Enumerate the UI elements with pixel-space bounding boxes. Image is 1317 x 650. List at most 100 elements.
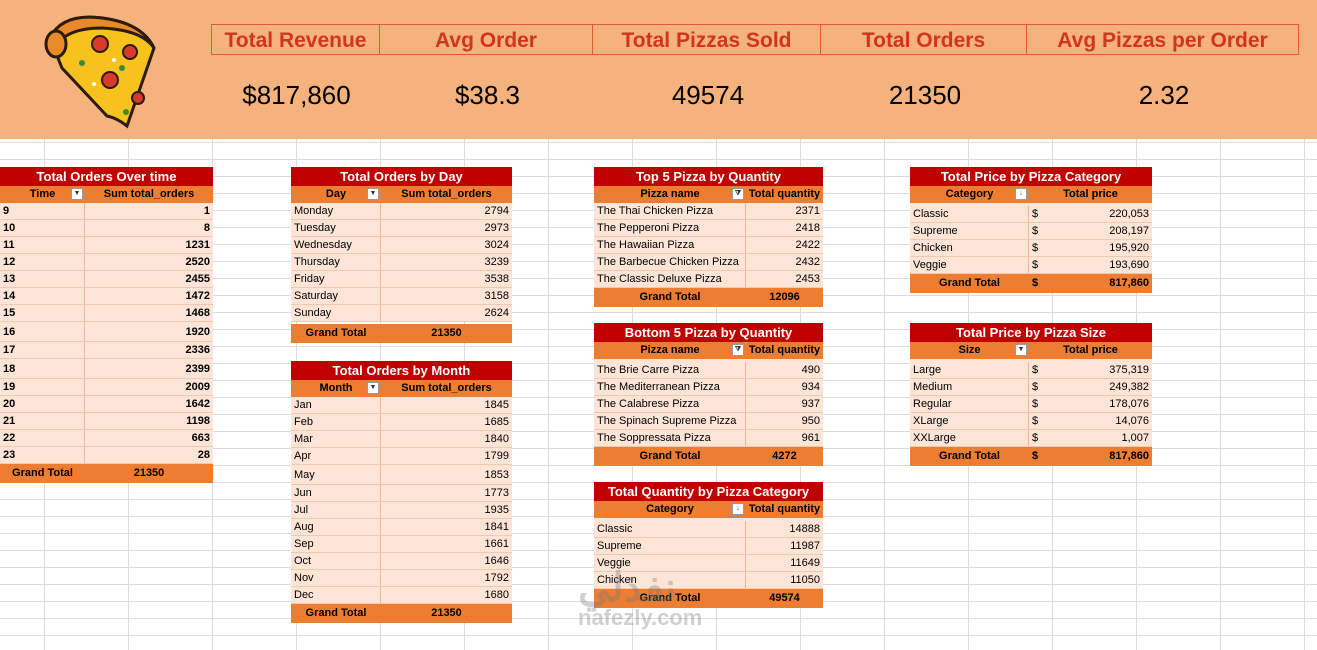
currency-symbol: $ (1032, 432, 1039, 444)
row-label: 16 (0, 322, 85, 341)
row-label: Veggie (594, 555, 746, 571)
pivot-body: Jan 1845 Feb 1685 Mar 1840 Apr 1799 May 1853 Jun 17… (291, 397, 512, 604)
row-amount: 375,319 (1109, 364, 1149, 376)
row-label: 14 (0, 288, 85, 304)
table-row: 12 2520 (0, 254, 213, 271)
row-label: The Mediterranean Pizza (594, 379, 746, 395)
col-size-header[interactable]: Size ▼ (910, 342, 1029, 359)
col-month-header[interactable]: Month ▼ (291, 380, 381, 397)
row-label: Friday (291, 271, 381, 287)
row-value: $193,690 (1029, 257, 1152, 273)
row-value: $1,007 (1029, 430, 1152, 446)
pivot-price-by-size: Total Price by Pizza Size Size ▼ Total pr… (910, 323, 1152, 466)
pivot-header: Pizza name ⧩ Total quantity (594, 186, 823, 203)
col-quantity-header: Total quantity (748, 344, 821, 356)
row-label: Chicken (594, 572, 746, 588)
row-label: Veggie (910, 257, 1029, 273)
table-row: XLarge $14,076 (910, 413, 1152, 430)
table-row: Dec 1680 (291, 587, 512, 604)
col-category-header[interactable]: Category ↓ (594, 501, 746, 518)
row-value: 14888 (789, 523, 820, 535)
pivot-grand-total: Grand Total $817,860 (910, 274, 1152, 293)
currency-symbol: $ (1032, 415, 1039, 427)
row-value: 1646 (484, 555, 509, 567)
row-label: Chicken (910, 240, 1029, 256)
spacer (910, 203, 1152, 206)
row-label: Jun (291, 485, 381, 501)
row-amount: 249,382 (1109, 381, 1149, 393)
filter-icon[interactable]: ⧩ (732, 344, 744, 356)
grand-total-label: Grand Total (939, 450, 1000, 462)
pivot-header: Pizza name ⧩ Total quantity (594, 342, 823, 359)
col-pizza-name-header[interactable]: Pizza name ⧩ (594, 186, 746, 203)
col-category-header[interactable]: Category ↓ (910, 186, 1029, 203)
table-row: The Thai Chicken Pizza 2371 (594, 203, 823, 220)
currency-symbol: $ (1032, 259, 1039, 271)
row-value: $208,197 (1029, 223, 1152, 239)
row-value: 1 (203, 205, 210, 217)
col-day-header[interactable]: Day ▼ (291, 186, 381, 203)
table-row: The Spinach Supreme Pizza 950 (594, 413, 823, 430)
pivot-title: Total Orders by Month (291, 361, 512, 380)
col-label: Pizza name (640, 344, 700, 356)
row-label: The Soppressata Pizza (594, 430, 746, 446)
table-row: The Classic Deluxe Pizza 2453 (594, 271, 823, 288)
pivot-body: The Brie Carre Pizza 490 The Mediterranean… (594, 362, 823, 447)
row-value: 2418 (795, 222, 820, 234)
col-label: Day (325, 188, 347, 200)
row-value: 3239 (484, 256, 509, 268)
table-row: Regular $178,076 (910, 396, 1152, 413)
currency-symbol: $ (1032, 364, 1039, 376)
row-label: 9 (0, 203, 85, 219)
pivot-body: 9 1 10 8 11 1231 12 2520 13 2455 14 1472 15 1468 16 192… (0, 203, 213, 464)
row-label: The Classic Deluxe Pizza (594, 271, 746, 287)
row-value: 961 (801, 432, 820, 444)
col-sum-header: Sum total_orders (401, 188, 492, 200)
dropdown-arrow-icon[interactable]: ▼ (367, 188, 379, 200)
dropdown-arrow-icon[interactable]: ▼ (367, 382, 379, 394)
row-value: 1661 (484, 538, 509, 550)
table-row: Wednesday 3024 (291, 237, 512, 254)
currency-symbol: $ (1032, 208, 1039, 220)
filter-icon[interactable]: ⧩ (732, 188, 744, 200)
grand-total-value: 49574 (769, 592, 800, 604)
table-row: XXLarge $1,007 (910, 430, 1152, 447)
row-label: Oct (291, 553, 381, 569)
kpi-header-row: Total Revenue Avg Order Total Pizzas Sol… (211, 24, 1300, 55)
row-label: Large (910, 362, 1029, 378)
col-quantity-header: Total quantity (748, 503, 821, 515)
sort-icon[interactable]: ↓ (732, 503, 744, 515)
table-row: The Barbecue Chicken Pizza 2432 (594, 254, 823, 271)
spacer (910, 359, 1152, 362)
pivot-title: Total Quantity by Pizza Category (594, 482, 823, 501)
col-time-header[interactable]: Time ▼ (0, 186, 85, 203)
row-value: 1853 (484, 469, 509, 481)
pivot-orders-by-month: Total Orders by Month Month ▼ Sum total_o… (291, 361, 512, 623)
row-value: 1468 (185, 307, 210, 319)
dropdown-arrow-icon[interactable]: ▼ (71, 188, 83, 200)
grand-total-value: $817,860 (1029, 274, 1152, 293)
pivot-title: Bottom 5 Pizza by Quantity (594, 323, 823, 342)
currency-symbol: $ (1032, 277, 1039, 289)
sort-icon[interactable]: ↓ (1015, 188, 1027, 200)
col-label: Category (646, 503, 694, 515)
row-value: 1773 (484, 487, 509, 499)
table-row: Classic $220,053 (910, 206, 1152, 223)
row-label: Sep (291, 536, 381, 552)
row-label: 18 (0, 359, 85, 378)
pivot-header: Size ▼ Total price (910, 342, 1152, 359)
table-row: Monday 2794 (291, 203, 512, 220)
row-amount: 208,197 (1109, 225, 1149, 237)
row-value: 2455 (185, 273, 210, 285)
col-pizza-name-header[interactable]: Pizza name ⧩ (594, 342, 746, 359)
row-value: 1680 (484, 589, 509, 601)
grand-total-value: 12096 (769, 291, 800, 303)
row-value: 937 (801, 398, 820, 410)
pivot-grand-total: Grand Total 49574 (594, 589, 823, 608)
row-value: 1198 (186, 415, 210, 427)
row-value: 8 (203, 222, 210, 234)
pivot-title: Total Orders Over time (0, 167, 213, 186)
table-row: Nov 1792 (291, 570, 512, 587)
col-quantity-header: Total quantity (748, 188, 821, 200)
dropdown-arrow-icon[interactable]: ▼ (1015, 344, 1027, 356)
